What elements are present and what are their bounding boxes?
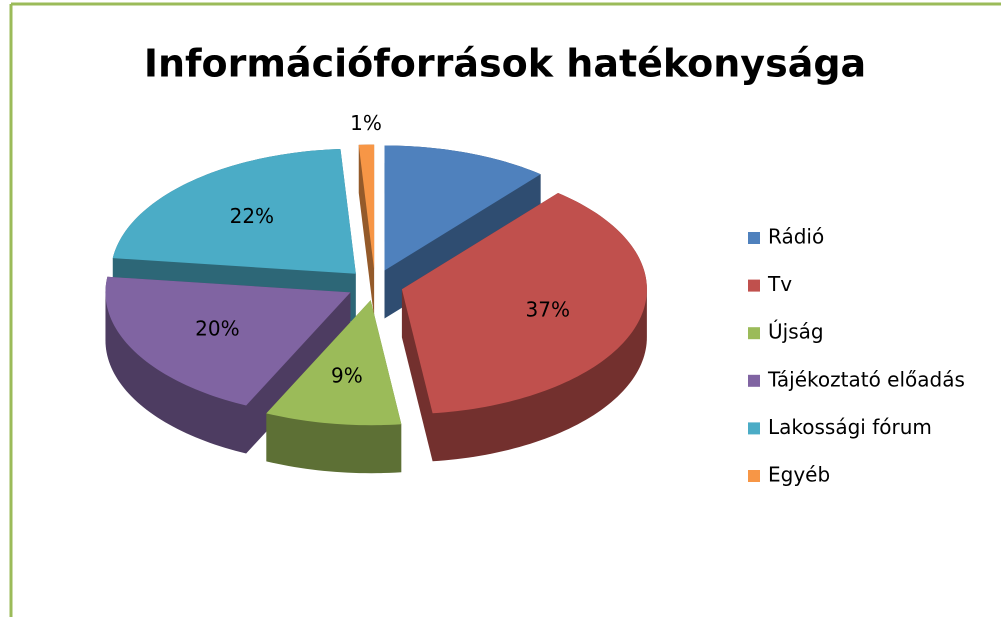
pie-slice	[358, 144, 375, 318]
data-label: 9%	[331, 363, 363, 387]
legend-label: Újság	[768, 320, 824, 344]
pie-slice	[105, 276, 351, 454]
data-label: 37%	[526, 297, 570, 321]
pie-slice	[266, 300, 402, 474]
legend-swatch	[748, 327, 760, 340]
legend-label: Rádió	[768, 225, 824, 249]
chart-title: Információforrások hatékonysága	[144, 42, 866, 86]
legend-swatch	[748, 374, 760, 387]
slice-top	[358, 144, 375, 270]
legend-label: Egyéb	[768, 463, 830, 487]
slice-top	[105, 276, 351, 406]
slice-top	[266, 300, 402, 426]
slice-top	[401, 192, 647, 414]
pie-slice	[384, 145, 541, 319]
legend-swatch	[748, 422, 760, 435]
slice-top	[112, 149, 356, 274]
legend-swatch	[748, 279, 760, 292]
legend-swatch	[748, 232, 760, 244]
data-label: 1%	[350, 111, 382, 135]
pie-slice	[112, 149, 356, 322]
legend-label: Tájékoztató előadás	[767, 367, 965, 391]
data-label: 22%	[230, 204, 274, 228]
legend-label: Lakossági fórum	[768, 415, 932, 439]
pie-slice	[401, 192, 647, 462]
legend-label: Tv	[767, 272, 792, 296]
legend-swatch	[748, 470, 760, 482]
data-label: 20%	[195, 316, 239, 340]
slice-top	[384, 145, 541, 271]
